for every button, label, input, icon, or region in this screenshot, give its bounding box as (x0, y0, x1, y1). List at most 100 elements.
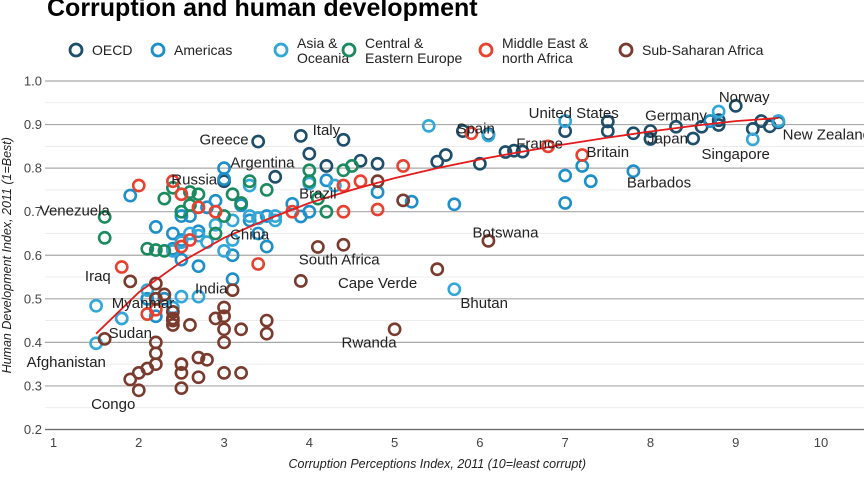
y-tick-label: 0.9 (24, 117, 42, 132)
data-point (97, 331, 112, 346)
x-tick-label: 1 (50, 435, 57, 450)
data-point (217, 365, 231, 380)
data-point (302, 146, 317, 161)
data-point (251, 257, 266, 271)
data-point (157, 191, 172, 206)
legend-marker-circle (618, 42, 634, 58)
data-point (208, 217, 223, 232)
data-point (225, 283, 240, 297)
data-point (711, 104, 726, 119)
data-point (447, 282, 462, 297)
data-point (771, 114, 786, 128)
data-point (89, 298, 104, 313)
data-point (472, 156, 487, 171)
data-point (200, 352, 214, 367)
x-tick-label: 9 (732, 435, 739, 450)
legend-label: OECD (92, 42, 133, 58)
country-label: South Africa (299, 252, 381, 269)
data-point (703, 114, 718, 128)
country-label: Germany (645, 107, 707, 124)
data-point (217, 300, 231, 315)
data-point (430, 262, 445, 277)
legend-marker-circle (478, 42, 494, 58)
y-tick-label: 0.2 (24, 422, 42, 437)
x-tick-label: 5 (391, 435, 398, 450)
data-point (148, 220, 163, 234)
data-point (302, 204, 317, 219)
data-point (114, 260, 129, 274)
data-point (396, 159, 411, 173)
legend-marker (618, 42, 634, 58)
data-point (174, 239, 189, 254)
data-point (302, 163, 317, 178)
data-point (148, 243, 163, 257)
data-point (183, 226, 197, 241)
data-point (268, 213, 283, 228)
legend-marker (478, 42, 494, 58)
data-point (558, 114, 573, 128)
data-point (626, 164, 641, 179)
data-point (293, 128, 308, 143)
y-tick-label: 0.8 (24, 161, 42, 176)
data-point (123, 372, 138, 387)
data-point (464, 126, 479, 141)
data-point (558, 196, 573, 210)
data-point (174, 357, 189, 372)
data-point (336, 132, 351, 147)
x-tick-label: 8 (647, 435, 654, 450)
x-tick-label: 6 (476, 435, 483, 450)
data-point (157, 291, 172, 306)
country-label: Rwanda (342, 334, 398, 351)
x-axis-title: Corruption Perceptions Index, 2011 (10=l… (288, 457, 586, 471)
country-label: Barbados (627, 175, 691, 192)
legend-label: Asia & Oceania (297, 35, 350, 66)
data-point (600, 114, 615, 129)
data-point (225, 187, 240, 202)
data-point (396, 193, 411, 208)
data-point (251, 134, 266, 149)
data-point (242, 178, 257, 193)
data-point (319, 159, 334, 173)
data-point (148, 346, 163, 361)
data-point (455, 124, 470, 138)
data-point (191, 289, 206, 304)
data-point (165, 304, 180, 319)
legend-marker (68, 42, 84, 58)
x-tick-label: 3 (220, 435, 227, 450)
data-point (208, 204, 223, 219)
data-point (558, 168, 573, 183)
data-point (208, 311, 223, 326)
x-tick-label: 4 (306, 435, 313, 450)
data-point (140, 241, 155, 256)
data-point (191, 259, 206, 274)
data-point (251, 226, 266, 241)
data-point (165, 174, 180, 189)
data-point (225, 272, 240, 287)
country-label: Botswana (473, 225, 540, 242)
data-point (234, 196, 249, 210)
data-point (217, 335, 231, 350)
data-point (217, 172, 231, 186)
data-point (131, 178, 146, 193)
data-point (242, 174, 257, 189)
data-point (353, 174, 368, 189)
y-tick-label: 0.7 (24, 204, 42, 219)
data-point (148, 309, 163, 324)
country-label: Sudan (109, 325, 152, 342)
country-label: New Zealand (783, 127, 864, 144)
data-point (507, 143, 521, 158)
trend-line (95, 117, 779, 335)
chart-title: Corruption and human development (47, 0, 478, 22)
data-point (191, 200, 206, 215)
country-label: United States (529, 105, 619, 122)
legend-label: Central & Eastern Europe (365, 35, 463, 66)
data-point (447, 197, 462, 212)
y-tick-label: 0.6 (24, 248, 42, 263)
data-point (515, 144, 530, 159)
country-label: Cape Verde (338, 275, 417, 292)
data-point (191, 187, 206, 202)
data-point (174, 187, 189, 202)
data-point (310, 240, 325, 254)
data-point (174, 365, 189, 380)
